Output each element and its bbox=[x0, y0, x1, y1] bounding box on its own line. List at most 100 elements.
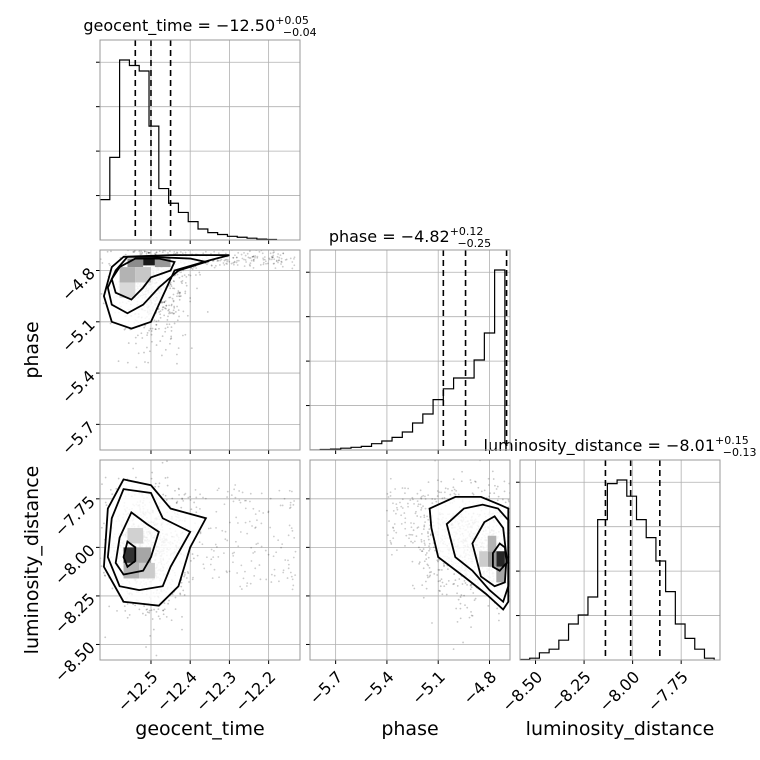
scatter-point bbox=[525, 559, 527, 561]
scatter-point bbox=[213, 549, 215, 552]
scatter-point bbox=[290, 490, 293, 493]
scatter-point bbox=[285, 258, 288, 261]
scatter-point bbox=[212, 556, 215, 559]
scatter-point bbox=[171, 497, 174, 500]
scatter-point bbox=[420, 540, 423, 543]
scatter-point bbox=[156, 243, 158, 245]
scatter-point bbox=[469, 588, 472, 591]
scatter-point bbox=[422, 528, 425, 531]
scatter-point bbox=[215, 526, 217, 529]
scatter-point bbox=[183, 575, 186, 578]
scatter-point bbox=[511, 556, 513, 558]
scatter-point bbox=[198, 541, 201, 543]
scatter-point bbox=[135, 476, 137, 479]
scatter-point bbox=[292, 584, 295, 587]
scatter-point bbox=[386, 492, 389, 495]
scatter-point bbox=[240, 253, 243, 256]
scatter-point bbox=[413, 540, 416, 543]
scatter-point bbox=[414, 512, 417, 515]
scatter-point bbox=[293, 257, 295, 260]
scatter-point bbox=[526, 507, 528, 509]
scatter-point bbox=[429, 534, 432, 537]
scatter-point bbox=[256, 255, 259, 258]
scatter-point bbox=[412, 454, 414, 456]
density-cell-phase-vs-luminosity_distance-4 bbox=[496, 566, 505, 583]
scatter-point bbox=[163, 301, 166, 304]
scatter-point bbox=[503, 490, 506, 493]
scatter-point bbox=[511, 535, 513, 537]
scatter-point bbox=[521, 590, 523, 592]
scatter-point bbox=[214, 264, 217, 267]
scatter-point bbox=[172, 309, 175, 312]
scatter-point bbox=[203, 567, 206, 570]
scatter-point bbox=[250, 546, 253, 549]
scatter-point bbox=[252, 255, 255, 258]
scatter-point bbox=[426, 574, 429, 577]
scatter-point bbox=[492, 478, 495, 480]
scatter-point bbox=[529, 524, 531, 526]
scatter-point bbox=[470, 626, 472, 629]
scatter-point bbox=[404, 521, 407, 524]
scatter-point bbox=[184, 157, 186, 159]
scatter-point bbox=[498, 612, 500, 615]
scatter-point bbox=[248, 520, 251, 523]
scatter-point bbox=[246, 582, 249, 585]
scatter-point bbox=[244, 259, 247, 261]
scatter-point bbox=[514, 552, 516, 554]
scatter-point bbox=[178, 276, 181, 279]
scatter-point bbox=[162, 609, 165, 612]
scatter-point bbox=[526, 582, 528, 584]
scatter-point bbox=[510, 530, 512, 532]
scatter-point bbox=[150, 333, 153, 336]
scatter-point bbox=[404, 492, 406, 495]
scatter-point bbox=[283, 497, 286, 500]
scatter-point bbox=[550, 529, 552, 531]
scatter-point bbox=[236, 264, 239, 266]
scatter-point bbox=[142, 245, 144, 247]
scatter-point bbox=[252, 255, 254, 258]
scatter-point bbox=[277, 261, 279, 264]
scatter-point bbox=[293, 256, 296, 259]
scatter-point bbox=[424, 495, 426, 498]
scatter-point bbox=[168, 304, 170, 307]
contour-level-geocent_time-vs-luminosity_distance-1 bbox=[114, 511, 160, 576]
scatter-point bbox=[288, 524, 291, 527]
scatter-point bbox=[155, 344, 158, 346]
scatter-point bbox=[161, 236, 163, 238]
scatter-point bbox=[170, 330, 173, 332]
scatter-point bbox=[174, 235, 176, 237]
scatter-point bbox=[163, 247, 165, 249]
scatter-point bbox=[235, 261, 238, 264]
scatter-point bbox=[232, 500, 235, 503]
scatter-point bbox=[270, 255, 273, 258]
scatter-point bbox=[447, 580, 450, 582]
scatter-point bbox=[237, 522, 239, 524]
scatter-point bbox=[236, 572, 239, 574]
scatter-point bbox=[178, 493, 180, 496]
scatter-point bbox=[453, 582, 456, 585]
density-cell-phase-vs-luminosity_distance-0 bbox=[496, 551, 505, 567]
scatter-point bbox=[226, 263, 228, 265]
scatter-point bbox=[168, 323, 171, 326]
scatter-point bbox=[204, 250, 207, 253]
scatter-point bbox=[532, 545, 534, 547]
scatter-point bbox=[101, 262, 104, 264]
data-group-phase-vs-luminosity_distance bbox=[386, 454, 552, 651]
scatter-point bbox=[132, 467, 135, 470]
scatter-point bbox=[254, 513, 257, 516]
scatter-point bbox=[110, 250, 112, 253]
scatter-point bbox=[104, 501, 107, 504]
scatter-point bbox=[132, 207, 134, 209]
scatter-point bbox=[206, 263, 208, 266]
scatter-point bbox=[160, 301, 163, 304]
scatter-point bbox=[392, 527, 395, 529]
scatter-point bbox=[146, 332, 149, 334]
scatter-point bbox=[228, 570, 231, 573]
scatter-point bbox=[170, 304, 173, 307]
scatter-point bbox=[459, 607, 462, 610]
scatter-point bbox=[471, 492, 474, 495]
scatter-point bbox=[396, 506, 398, 509]
scatter-point bbox=[426, 563, 429, 566]
scatter-point bbox=[172, 312, 175, 315]
scatter-point bbox=[146, 216, 148, 218]
